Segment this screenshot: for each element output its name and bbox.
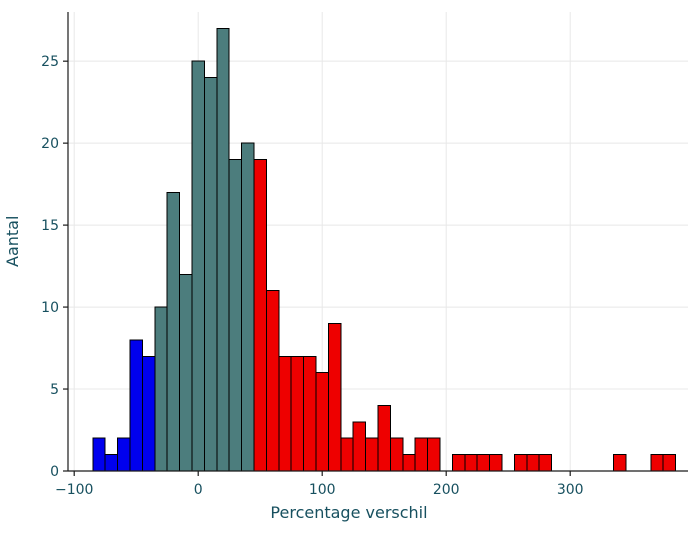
- histogram-bar: [117, 437, 131, 472]
- histogram-bar: [365, 437, 379, 472]
- x-tick-label: 300: [557, 482, 584, 498]
- histogram-bar: [414, 437, 429, 472]
- histogram-bar: [141, 355, 156, 472]
- histogram-bar: [538, 454, 553, 472]
- y-tick-label: 15: [41, 218, 59, 234]
- histogram-bar: [377, 404, 391, 472]
- histogram-bar: [154, 306, 168, 472]
- y-tick-label: 5: [50, 382, 59, 398]
- histogram-bar: [327, 322, 342, 472]
- histogram-bar: [513, 454, 528, 472]
- x-tick-label: 0: [194, 482, 203, 498]
- histogram-bar: [278, 355, 292, 472]
- histogram-bar: [613, 454, 627, 472]
- histogram-bar: [352, 421, 367, 472]
- histogram-bar: [464, 454, 478, 472]
- histogram-bar: [662, 454, 677, 472]
- histogram-bar: [303, 355, 317, 472]
- histogram-bar: [526, 454, 540, 472]
- x-tick-label: 100: [309, 482, 336, 498]
- histogram-bar: [489, 454, 503, 472]
- y-tick-label: 25: [41, 54, 59, 70]
- histogram-bar: [129, 339, 143, 472]
- histogram-bar: [389, 437, 404, 472]
- x-tick-label: 200: [433, 482, 460, 498]
- histogram-bar: [451, 454, 466, 472]
- histogram-bar: [104, 454, 119, 472]
- histogram-bar: [228, 159, 243, 472]
- histogram-bar: [166, 191, 181, 472]
- y-tick-label: 10: [41, 300, 59, 316]
- histogram-bar: [241, 142, 255, 472]
- histogram-bar: [290, 355, 305, 472]
- histogram-bar: [191, 60, 205, 472]
- histogram-bar: [179, 273, 193, 472]
- histogram-bar: [315, 372, 329, 472]
- histogram-bar: [203, 77, 218, 472]
- histogram-bar: [92, 437, 106, 472]
- y-tick-label: 0: [50, 464, 59, 480]
- histogram-bar: [216, 27, 230, 472]
- histogram-bar: [340, 437, 354, 472]
- histogram-bar: [650, 454, 664, 472]
- histogram-bar: [402, 454, 416, 472]
- y-tick-label: 20: [41, 136, 59, 152]
- histogram-bar: [253, 159, 267, 472]
- x-tick-label: −100: [55, 482, 93, 498]
- histogram-bar: [427, 437, 441, 472]
- histogram-bar: [265, 290, 280, 472]
- histogram-bar: [476, 454, 491, 472]
